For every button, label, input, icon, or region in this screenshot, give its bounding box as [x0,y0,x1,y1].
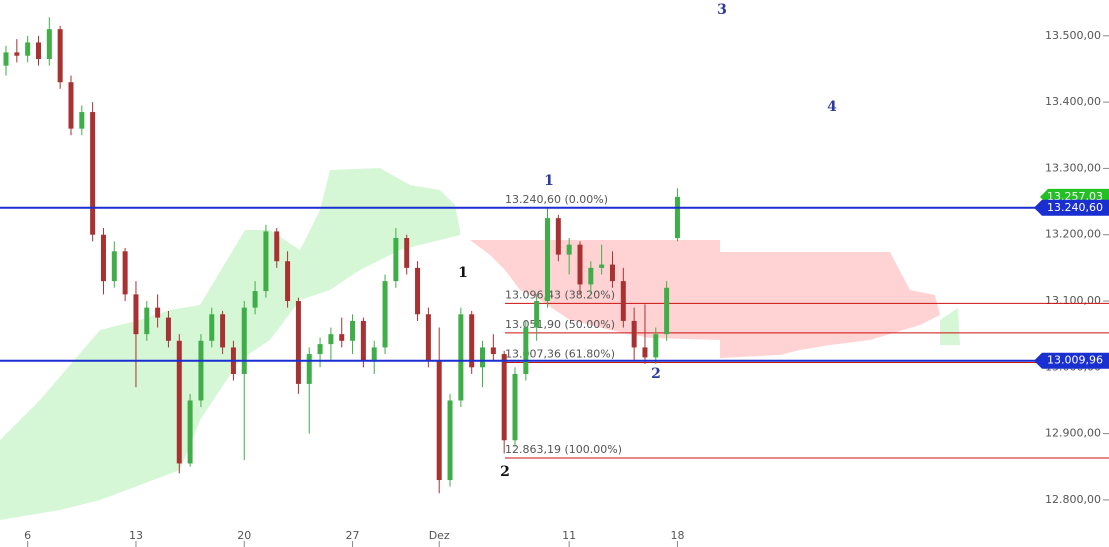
candle-body [490,347,496,355]
candle-body [241,307,247,374]
fib-label: 13.240,60 (0.00%) [505,193,608,206]
candle-body [220,314,226,348]
price-tag [1034,199,1109,216]
candle-body [469,314,475,368]
candle-body [588,267,594,285]
candle-body [339,334,345,341]
candle-body [165,317,171,341]
y-tick-label: 13.100,00 [1045,294,1101,307]
x-tick-label: 6 [24,529,31,542]
candle-body [100,234,106,282]
candle-body [3,52,9,66]
candle-body [480,347,486,368]
candle-body [642,347,648,358]
candle-body [350,320,356,341]
candle-body [328,334,334,345]
candle-body [144,307,150,335]
candle-body [425,314,431,361]
candle-body [176,340,182,464]
candle-body [317,344,323,355]
candle-body [371,347,377,361]
candle-body [512,373,518,441]
fib-label: 13.096,43 (38.20%) [505,288,615,301]
candle-body [674,196,680,239]
candle-body [209,314,215,341]
candle-body [122,251,128,295]
candle-body [14,52,20,56]
candle-body [155,307,161,318]
candle-body [555,218,561,255]
candle-body [653,334,659,358]
candle-body [285,261,291,302]
candle-body [404,238,410,268]
candle-body [274,231,280,262]
candle-body [295,301,301,384]
candle-body [133,294,139,335]
candle-body [534,301,540,328]
candle-body [523,327,529,374]
candle-body [57,29,63,83]
candle-body [252,291,258,308]
candle-body [631,320,637,348]
candle-body [111,251,117,282]
y-tick-label: 12.800,00 [1045,493,1101,506]
y-tick-label: 13.500,00 [1045,29,1101,42]
wave-label: 2 [651,366,661,382]
candle-body [382,281,388,348]
candle-body [68,82,74,129]
y-tick-label: 13.300,00 [1045,161,1101,174]
ichimoku-cloud-bullish [940,308,960,345]
x-tick-label: 13 [129,529,143,542]
candle-body [566,244,572,255]
fib-label: 13.051,90 (50.00%) [505,318,615,331]
x-tick-label: 18 [670,529,684,542]
candle-body [46,29,52,60]
candle-body [360,320,366,361]
candle-body [306,354,312,384]
candle-body [599,264,605,268]
x-tick-label: 20 [237,529,251,542]
price-tag [1034,352,1109,369]
ichimoku-cloud-bullish [0,168,460,520]
x-tick-label: Dez [429,529,450,542]
candle-body [187,400,193,464]
y-tick-label: 12.900,00 [1045,427,1101,440]
candle-body [90,112,96,235]
candle-body [263,231,269,292]
wave-label: 1 [544,173,554,189]
y-tick-label: 13.400,00 [1045,95,1101,108]
candle-body [35,42,41,60]
wave-label: 3 [717,2,727,18]
candle-body [198,340,204,401]
candle-body [501,354,507,441]
fib-label: 12.863,19 (100.00%) [505,443,622,456]
candle-body [79,112,85,129]
candle-body [458,314,464,401]
fib-label: 13.007,36 (61.80%) [505,347,615,360]
candle-body [664,287,670,335]
candle-body [447,400,453,481]
candle-body [415,267,421,315]
candle-body [393,238,399,282]
price-tag-label: 13.009,96 [1047,354,1103,367]
price-tag-label: 13.240,60 [1047,201,1103,214]
ichimoku-cloud-bearish [470,240,940,358]
wave-label: 1 [458,265,468,281]
wave-label: 2 [500,464,510,480]
x-tick-label: 27 [346,529,360,542]
candle-body [620,281,626,321]
x-tick-label: 11 [562,529,576,542]
y-tick-label: 13.200,00 [1045,228,1101,241]
last-price-label: 13.257,03 [1047,190,1103,203]
candle-body [545,218,550,302]
candle-body [609,264,615,282]
candle-body [436,360,442,481]
candle-body [577,244,583,285]
wave-label: 4 [827,99,837,115]
candle-body [25,42,31,56]
